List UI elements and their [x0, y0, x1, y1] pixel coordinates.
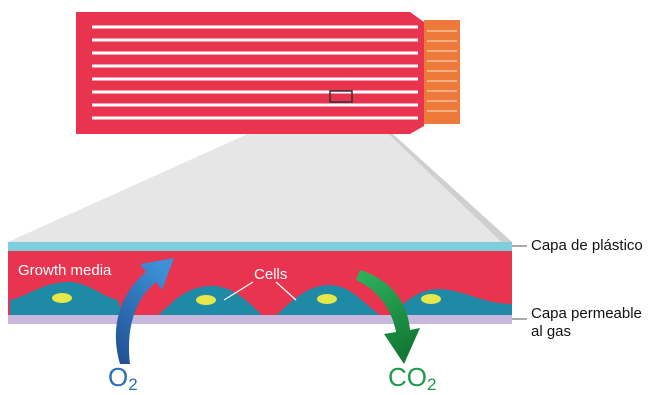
- co2-label: CO2: [388, 362, 436, 395]
- co2-arrow-icon: [356, 270, 420, 364]
- co2-symbol: CO: [388, 362, 427, 392]
- nucleus: [196, 295, 216, 305]
- o2-label: O2: [108, 362, 138, 395]
- plastic-layer: [8, 242, 512, 251]
- zoom-projection-right: [352, 97, 512, 252]
- nucleus: [317, 294, 337, 304]
- flask-cap: [424, 20, 460, 124]
- plastic-layer-label: Capa de plástico: [531, 237, 643, 254]
- o2-symbol: O: [108, 362, 129, 392]
- cells-pointer-lines: [223, 281, 297, 301]
- co2-subscript: 2: [427, 375, 437, 394]
- flask-body: [76, 12, 424, 134]
- flask-stripes: [92, 25, 418, 120]
- zoom-box: [329, 90, 353, 103]
- cell-nuclei: [52, 293, 441, 305]
- permeable-layer-label-line1: Capa permeable: [531, 305, 642, 322]
- nucleus: [52, 293, 72, 303]
- cell: [392, 288, 512, 315]
- cells-group: [10, 281, 512, 315]
- o2-subscript: 2: [128, 375, 138, 394]
- growth-media-label: Growth media: [18, 262, 112, 279]
- gas-permeable-layer: [8, 315, 512, 324]
- cells-label: Cells: [254, 266, 288, 283]
- o2-arrow-icon: [115, 258, 174, 364]
- nucleus: [421, 294, 441, 304]
- permeable-layer-label-line2: al gas: [531, 323, 572, 340]
